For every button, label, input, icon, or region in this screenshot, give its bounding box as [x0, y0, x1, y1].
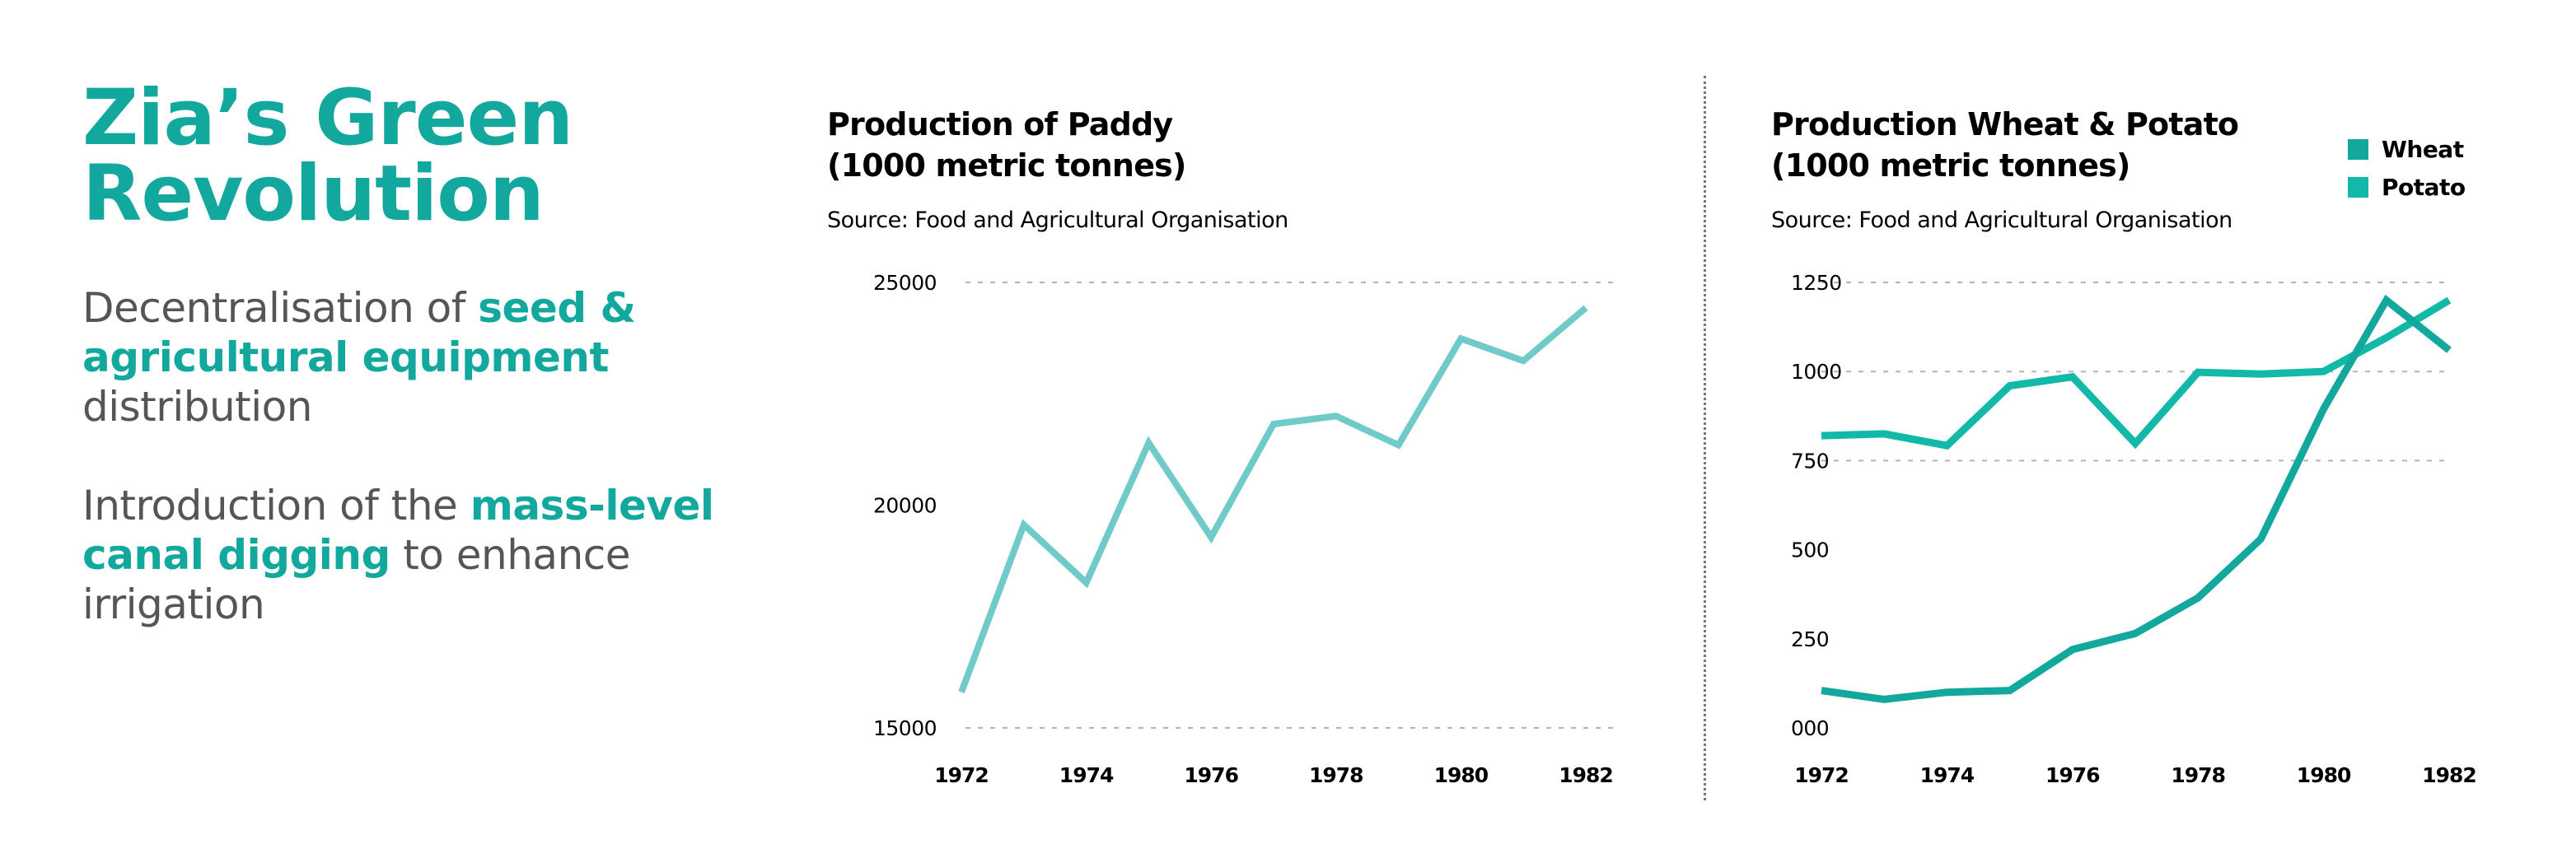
legend-label-wheat: Wheat: [2382, 135, 2464, 163]
paddy-x-tick-label: 1980: [1434, 763, 1489, 787]
paddy-x-tick-label: 1972: [934, 763, 989, 787]
point-canal-digging: Introduction of the mass-level canal dig…: [82, 481, 758, 629]
wheat-potato-x-tick-label: 1982: [2422, 763, 2476, 787]
wheat-potato-chart-panel: Production Wheat & Potato (1000 metric t…: [1771, 0, 2576, 858]
wheat-potato-y-tick-label: 1000: [1791, 360, 1842, 384]
paddy-chart-title: Production of Paddy (1000 metric tonnes): [827, 104, 1186, 186]
wheat-potato-y-tick-label: 250: [1791, 627, 1829, 651]
wheat-potato-line-chart: 1250 1000 750 500 250 000 1972 1974 1976 1978 1980…: [1791, 271, 2477, 787]
legend-label-potato: Potato: [2382, 173, 2466, 201]
point2-prefix: Introduction of the: [82, 482, 470, 529]
point-decentralisation: Decentralisation of seed & agricultural …: [82, 283, 758, 431]
chart-divider: [1704, 76, 1706, 800]
point1-highlight: seed & agricultural equipment: [82, 284, 636, 381]
wheat-potato-y-tick-label: 750: [1791, 449, 1829, 473]
title-line-1: Zia’s Green: [82, 73, 573, 163]
wheat-potato-y-tick-label: 000: [1791, 716, 1829, 740]
legend-swatch-wheat: [2348, 138, 2368, 160]
wheat-potato-y-tick-label: 1250: [1791, 271, 1842, 295]
legend-swatch-potato: [2348, 176, 2368, 198]
legend-item-potato: Potato: [2348, 168, 2466, 206]
paddy-x-tick-label: 1976: [1184, 763, 1238, 787]
paddy-x-tick-label: 1974: [1059, 763, 1114, 787]
title-line-2: Revolution: [82, 149, 545, 239]
wheat-potato-y-tick-label: 500: [1791, 539, 1829, 562]
point1-suffix: distribution: [82, 383, 312, 431]
paddy-y-tick-label: 15000: [873, 716, 937, 740]
wheat-potato-chart-title: Production Wheat & Potato (1000 metric t…: [1771, 104, 2239, 186]
point2-highlight: mass-level canal digging: [82, 482, 714, 579]
wheat-potato-x-tick-label: 1972: [1794, 763, 1849, 787]
legend-item-wheat: Wheat: [2348, 130, 2466, 168]
wheat-potato-x-tick-label: 1980: [2297, 763, 2351, 787]
page-title: Zia’s Green Revolution: [82, 80, 758, 233]
intro-section: Zia’s Green Revolution Decentralisation …: [82, 80, 758, 629]
paddy-line-chart: 25000 20000 15000 1972 1974 1976 1978 1980 1982: [873, 271, 1616, 787]
paddy-y-tick-label: 20000: [873, 494, 937, 518]
paddy-title-units: (1000 metric tonnes): [827, 147, 1186, 184]
paddy-x-tick-label: 1978: [1309, 763, 1363, 787]
wheat-potato-x-tick-label: 1978: [2171, 763, 2225, 787]
wheat-potato-x-tick-label: 1974: [1920, 763, 1975, 787]
wheat-potato-x-tick-label: 1976: [2045, 763, 2100, 787]
wheat-potato-title-main: Production Wheat & Potato: [1771, 106, 2239, 142]
paddy-y-tick-label: 25000: [873, 271, 937, 295]
paddy-chart-source: Source: Food and Agricultural Organisati…: [827, 208, 1288, 233]
chart-legend: Wheat Potato: [2348, 130, 2466, 206]
paddy-series-paddy-line: [958, 305, 1588, 694]
paddy-x-tick-label: 1982: [1559, 763, 1613, 787]
wheat-potato-series-wheat-line: [1821, 294, 2452, 703]
point1-prefix: Decentralisation of: [82, 284, 479, 332]
point2-suffix: to enhance irrigation: [82, 531, 631, 628]
paddy-title-main: Production of Paddy: [827, 106, 1173, 142]
wheat-potato-series-potato-line: [1821, 296, 2452, 450]
wheat-potato-title-units: (1000 metric tonnes): [1771, 147, 2130, 184]
paddy-chart-panel: Production of Paddy (1000 metric tonnes)…: [827, 0, 1651, 858]
wheat-potato-chart-source: Source: Food and Agricultural Organisati…: [1771, 208, 2232, 233]
